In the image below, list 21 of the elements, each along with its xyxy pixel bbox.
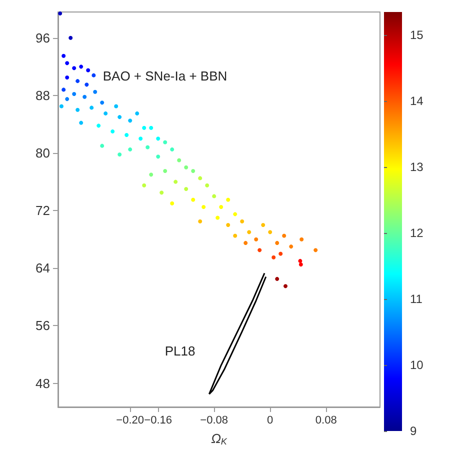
color-bar-label: 15 [410, 28, 424, 42]
annotation: BAO + SNe-Ia + BBN [102, 68, 228, 84]
y-tick-label: 72 [36, 203, 50, 218]
x-tick-label: −0.16 [144, 414, 172, 426]
color-bar-label: 9 [410, 424, 417, 438]
color-bar-label: 11 [410, 292, 423, 306]
y-tick-label: 64 [36, 260, 50, 276]
x-tick-label: 0 [267, 414, 274, 426]
color-bar-label: 13 [410, 160, 424, 174]
y-tick-label: 80 [36, 146, 50, 161]
y-tick-label: 88 [36, 88, 50, 103]
y-tick-label: 48 [36, 376, 50, 391]
y-tick-label: 96 [36, 30, 50, 46]
y-tick-label: 56 [36, 318, 50, 334]
x-tick-label: −0.08 [200, 414, 228, 426]
annotation: PL18 [164, 344, 196, 358]
color-bar-label: 10 [410, 358, 424, 372]
color-bar-label: 12 [410, 226, 424, 240]
x-tick-label: 0.08 [315, 414, 337, 426]
x-tick-label: −0.20 [116, 414, 144, 426]
color-bar-label: 14 [410, 94, 424, 108]
